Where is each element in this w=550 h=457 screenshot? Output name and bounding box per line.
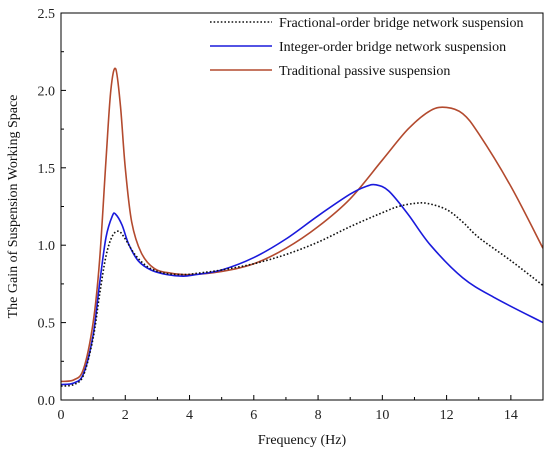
x-tick-label: 14 — [504, 408, 518, 423]
y-tick-label: 0.5 — [38, 317, 56, 332]
x-tick-label: 8 — [315, 408, 322, 423]
series-line-2 — [61, 67, 543, 383]
x-axis-title: Frequency (Hz) — [258, 433, 347, 448]
y-tick-label: 2.5 — [38, 7, 56, 22]
x-axis: 0 2 4 6 8 10 12 14 — [58, 395, 518, 423]
x-tick-label: 12 — [440, 408, 454, 423]
x-tick-label: 10 — [375, 408, 389, 423]
y-tick-label: 0.0 — [38, 394, 56, 409]
series-lines — [61, 67, 543, 387]
y-axis-title: The Gain of Suspension Working Space — [6, 95, 21, 319]
y-tick-label: 1.5 — [38, 162, 56, 177]
legend: Fractional-order bridge network suspensi… — [210, 16, 524, 79]
series-line-1 — [61, 183, 543, 386]
x-tick-label: 4 — [186, 408, 193, 423]
legend-label-2: Traditional passive suspension — [279, 64, 450, 79]
legend-label-1: Integer-order bridge network suspension — [279, 40, 506, 55]
x-tick-label: 6 — [250, 408, 257, 423]
x-tick-label: 0 — [58, 408, 65, 423]
series-line-0 — [61, 202, 543, 387]
y-axis: 0.0 0.5 1.0 1.5 2.0 2.5 — [38, 7, 66, 409]
y-tick-label: 2.0 — [38, 84, 56, 99]
legend-label-0: Fractional-order bridge network suspensi… — [279, 16, 524, 31]
x-tick-label: 2 — [122, 408, 129, 423]
y-tick-label: 1.0 — [38, 239, 56, 254]
